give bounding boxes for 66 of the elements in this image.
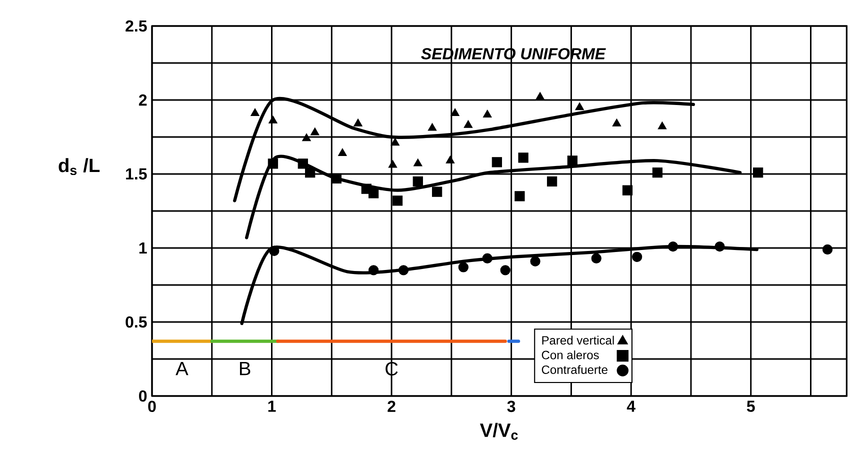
point (331, 173, 342, 184)
point (822, 244, 833, 255)
point (413, 158, 422, 166)
point (518, 152, 528, 163)
point (368, 188, 379, 198)
y-tick-label: 1 (139, 242, 147, 254)
point (632, 252, 642, 262)
point (432, 186, 442, 197)
line-series (245, 155, 742, 240)
point (500, 265, 510, 276)
point (446, 156, 455, 164)
x-tick-label: 4 (626, 400, 636, 412)
point (658, 122, 667, 130)
point (354, 118, 362, 126)
x-tick-label: 1 (268, 400, 276, 412)
point (305, 167, 316, 178)
point (652, 167, 663, 178)
point (302, 133, 311, 142)
y-axis-title: d$_{s}$ /L (58, 158, 100, 176)
point (368, 265, 379, 276)
point (268, 158, 278, 169)
point (752, 167, 764, 178)
y-tick-label: 1.5 (126, 168, 147, 180)
point (268, 116, 278, 124)
point (536, 92, 544, 100)
point (612, 118, 622, 126)
point (514, 191, 525, 202)
point (310, 127, 320, 136)
point (388, 160, 398, 168)
point (482, 253, 492, 264)
point (298, 158, 308, 169)
point (714, 241, 725, 252)
point (622, 185, 633, 196)
y-tick-label: 0.5 (126, 316, 147, 328)
legend-label: Con aleros (542, 350, 599, 360)
legend-label: Pared vertical (542, 336, 614, 345)
point (546, 176, 558, 186)
point (412, 176, 423, 186)
point (250, 108, 260, 116)
point (390, 138, 400, 146)
point (482, 110, 492, 118)
annotation: B (240, 362, 250, 376)
x-tick-label: 3 (507, 400, 516, 412)
point (338, 148, 347, 156)
x-tick-label: 0 (148, 400, 156, 412)
point (450, 108, 460, 116)
annotation: A (176, 362, 188, 376)
point (398, 265, 409, 276)
point (668, 241, 678, 252)
x-axis-title: V/V$_{c}$ (480, 422, 518, 440)
point (567, 156, 578, 166)
point (269, 246, 280, 256)
point (591, 253, 602, 264)
x-tick-label: 5 (746, 400, 755, 412)
point (392, 196, 403, 206)
point (464, 120, 473, 128)
point (428, 123, 437, 131)
legend-label: Contrafuerte (542, 365, 608, 374)
y-tick-label: 0 (139, 390, 147, 402)
y-tick-label: 2.5 (126, 20, 147, 32)
point (575, 102, 584, 110)
point (492, 157, 502, 168)
point (458, 262, 468, 272)
y-tick-label: 2 (138, 94, 147, 106)
x-tick-label: 2 (388, 400, 396, 412)
point (530, 256, 540, 266)
